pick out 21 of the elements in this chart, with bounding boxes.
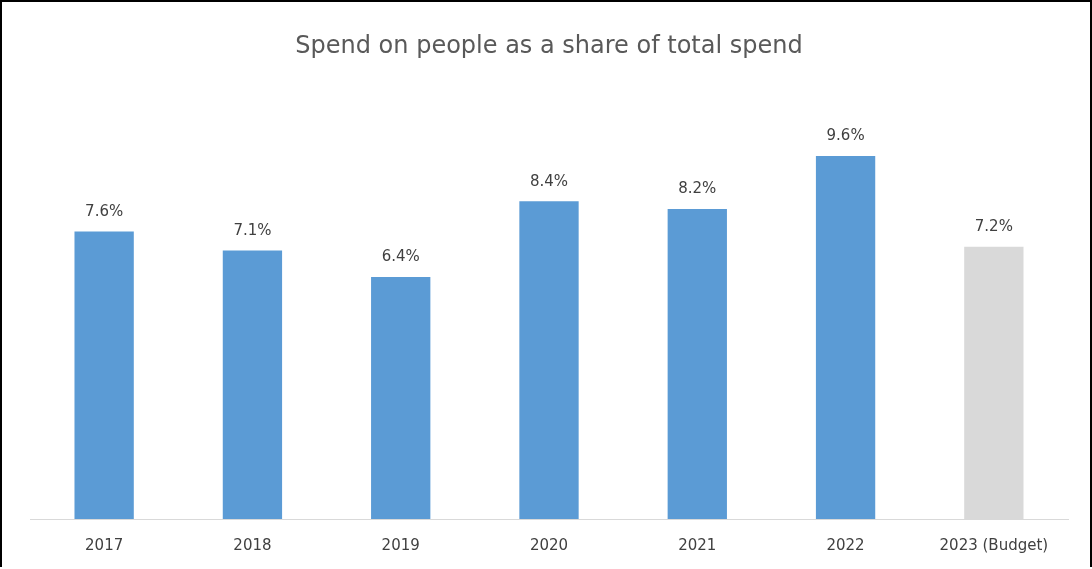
x-tick-label: 2019	[381, 535, 420, 554]
data-label: 7.1%	[233, 220, 272, 239]
bar	[667, 208, 727, 519]
bar	[815, 155, 876, 519]
bar	[74, 231, 134, 519]
x-tick-label: 2017	[85, 535, 124, 554]
data-label: 7.2%	[974, 217, 1013, 236]
data-label: 8.4%	[529, 171, 569, 190]
data-label: 7.6%	[85, 201, 124, 220]
x-tick-label: 2018	[233, 535, 272, 554]
x-tick-label: 2021	[678, 535, 717, 554]
x-tick-label: 2020	[529, 535, 569, 554]
chart-title: Spend on people as a share of total spend	[295, 30, 803, 59]
x-tick-label: 2022	[826, 535, 865, 554]
x-tick-label: 2023 (Budget)	[939, 535, 1049, 554]
bar	[519, 201, 579, 519]
data-label: 6.4%	[381, 247, 420, 266]
bar	[371, 276, 431, 519]
data-label: 8.2%	[678, 179, 717, 198]
bar	[222, 250, 283, 519]
data-label: 9.6%	[826, 126, 865, 145]
